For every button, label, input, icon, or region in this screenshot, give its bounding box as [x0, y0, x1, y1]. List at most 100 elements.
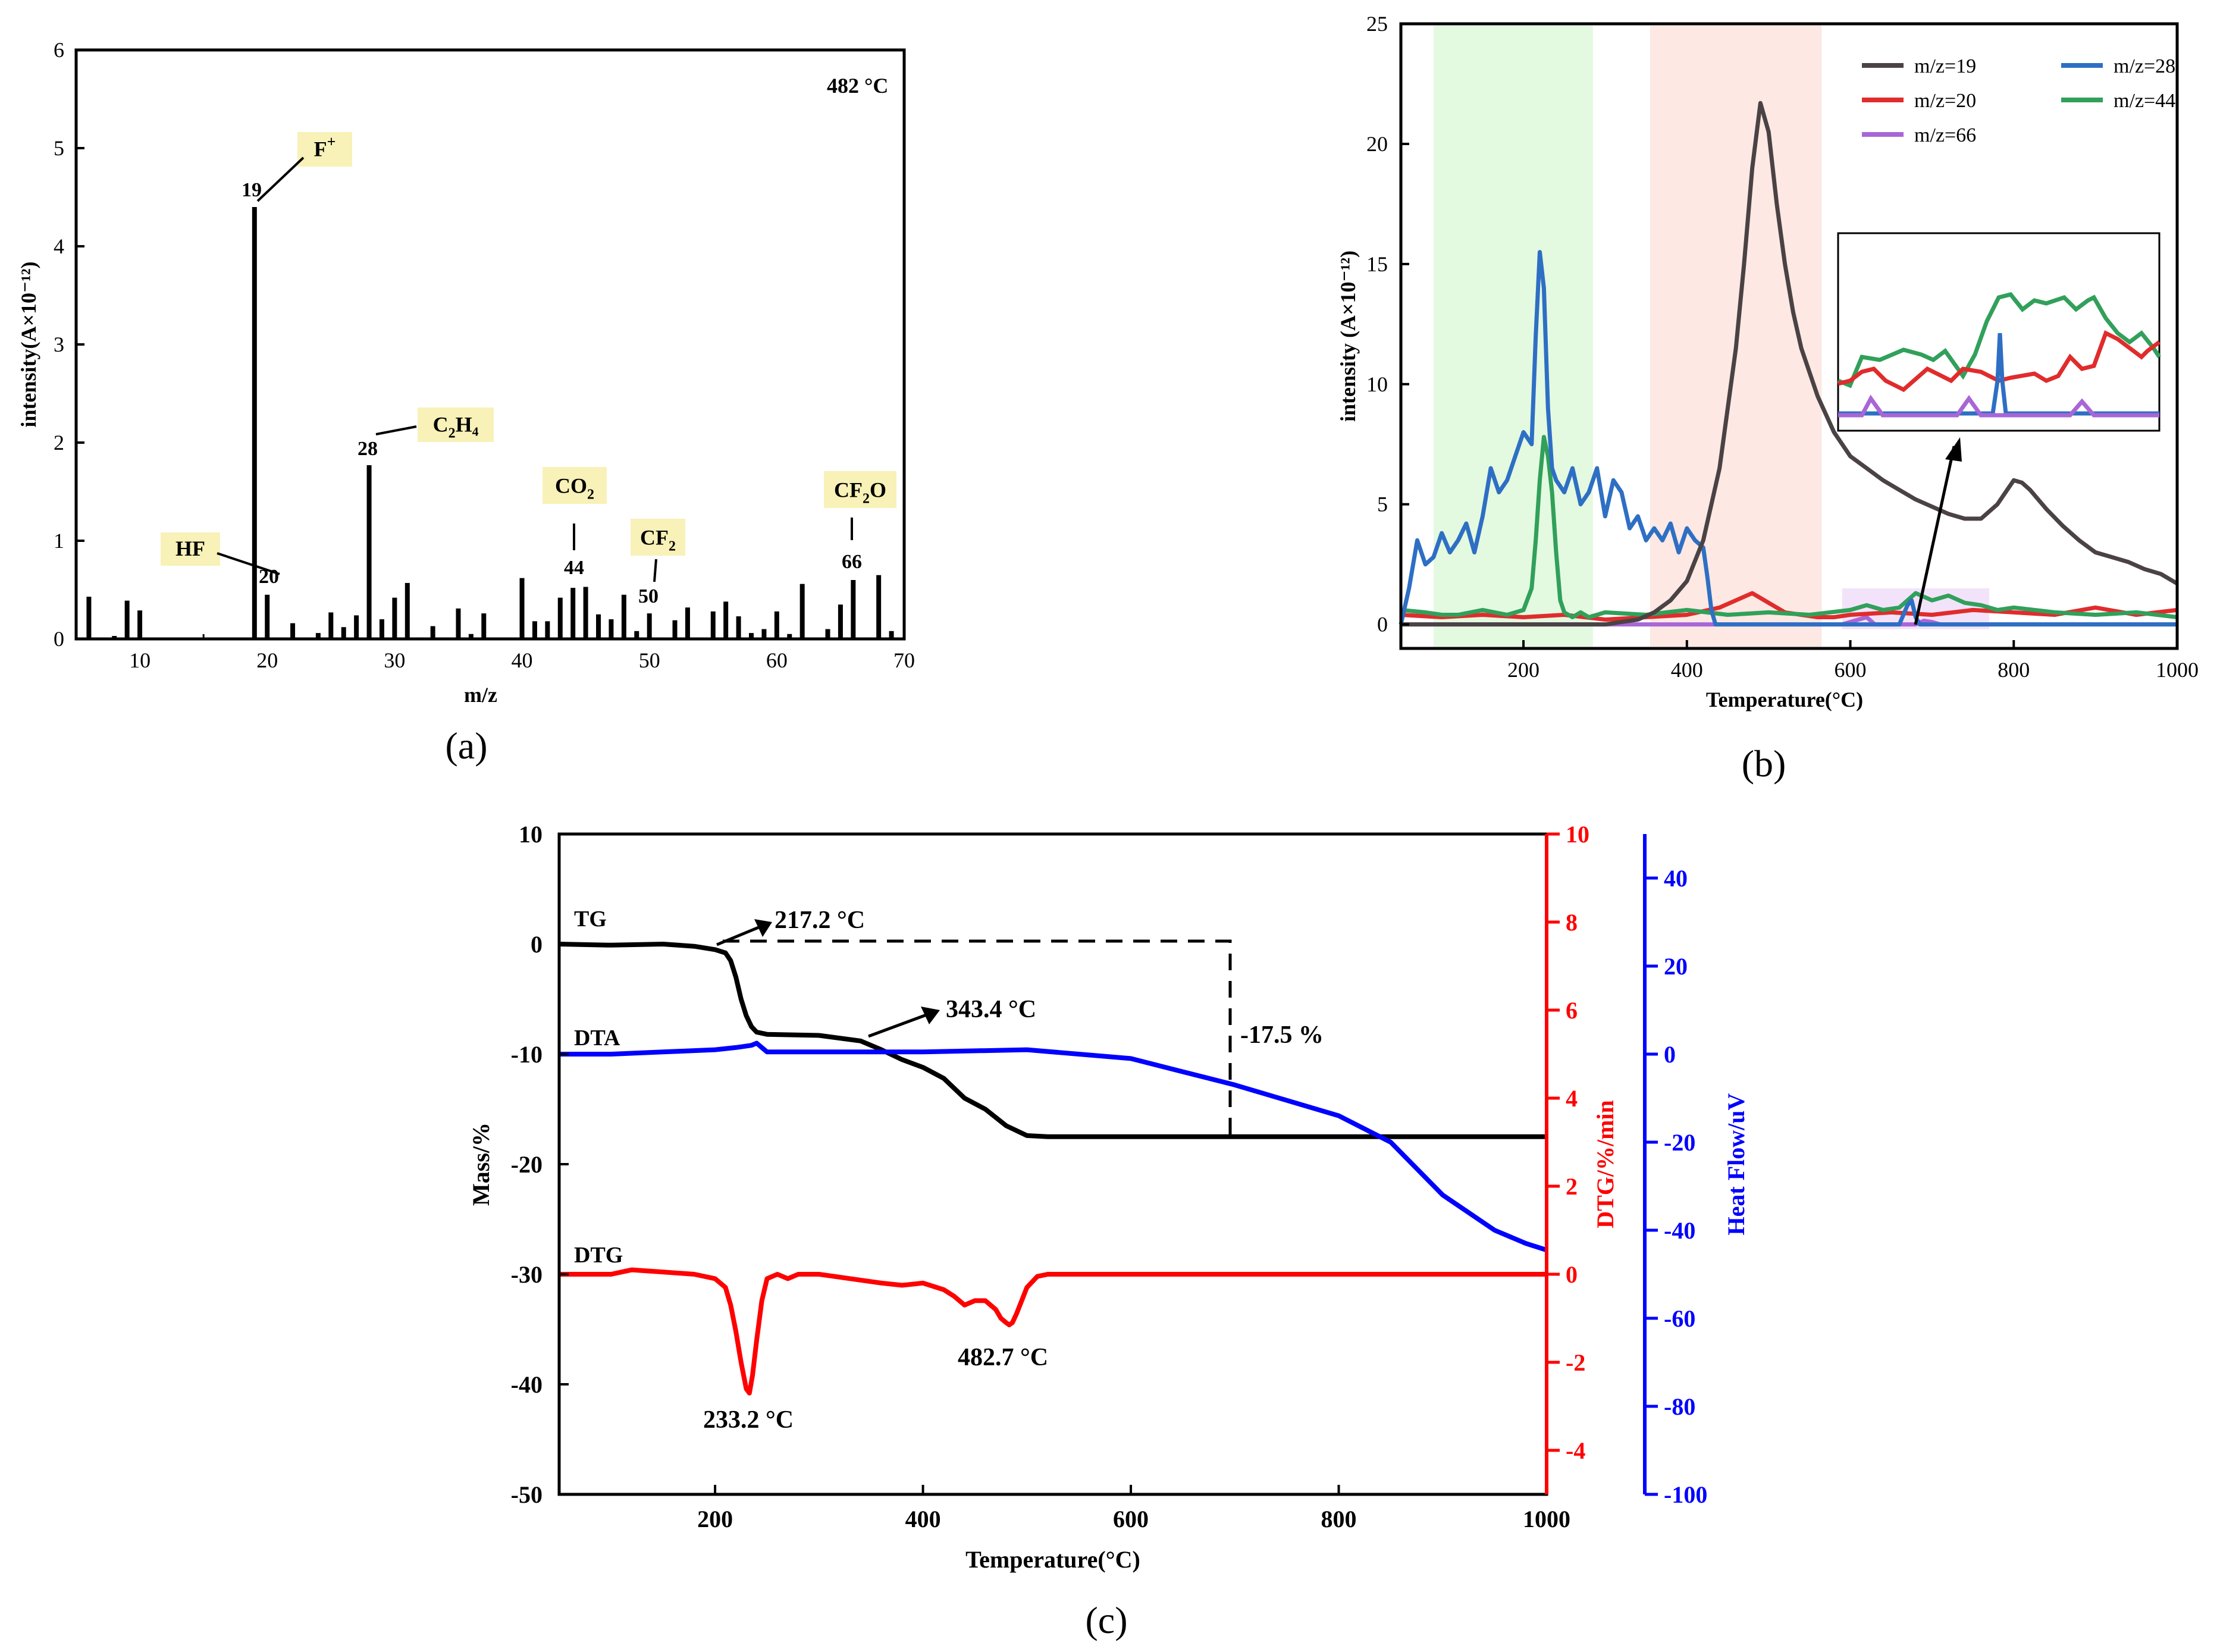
annotation-217-2: 217.2 °C — [775, 907, 865, 934]
bar-mz-35 — [456, 608, 461, 639]
bar-mz-43 — [557, 597, 563, 639]
line-dtg — [559, 1267, 1547, 1396]
bar-mz-29 — [379, 619, 384, 639]
panel-b-plot-frame — [1399, 22, 2179, 650]
panel-b-lines — [1399, 101, 2178, 627]
legend-label-m/z-66: m/z=66 — [1914, 124, 1976, 146]
bar-mz-60 — [774, 611, 779, 639]
c-mass-tick-label-0: 0 — [531, 931, 543, 958]
x-tick-label-30: 30 — [384, 648, 405, 672]
b-x-tick-label-400: 400 — [1671, 658, 1703, 682]
c-mass-tick-label--10: -10 — [511, 1041, 543, 1068]
panel-c-ticks: 200 400 600 800 1000-50-40-30-20-10010-4-202… — [511, 821, 1708, 1532]
c-dtg-tick-label-6: 6 — [1566, 997, 1578, 1024]
x-tick-label-40: 40 — [512, 648, 533, 672]
c-dtg-tick-label--4: -4 — [1566, 1437, 1585, 1464]
c-mass-tick-label--30: -30 — [511, 1261, 543, 1288]
bar-mz-45 — [583, 587, 588, 639]
inset-line-mz44 — [1837, 292, 2161, 388]
bar-mz-6 — [86, 597, 92, 639]
c-heatflow-tick-label-40: 40 — [1664, 865, 1688, 892]
b-y-tick-label-15: 15 — [1366, 252, 1388, 276]
c-heatflow-tick-label--60: -60 — [1664, 1305, 1695, 1332]
c-dtg-tick-label-8: 8 — [1566, 909, 1578, 936]
x-tick-label-20: 20 — [256, 648, 278, 672]
bar-mz-55 — [710, 611, 716, 639]
bar-mz-57 — [736, 616, 741, 639]
b-y-tick-label-5: 5 — [1377, 493, 1388, 516]
series-label-dta: DTA — [574, 1026, 620, 1051]
bar-mz-56 — [723, 601, 729, 639]
bar-mz-28 — [366, 465, 372, 639]
species-label-mz-50: CF2 — [640, 525, 676, 554]
panel-b-y-axis-label: intensity (A×10⁻¹²) — [1336, 250, 1360, 422]
panel-a-peak-labels: 19 F+ 20 HF 28 C2H₄ 44 CO2 50 CF2 66 CF2O — [161, 132, 896, 607]
species-box-mz-20 — [161, 532, 220, 566]
b-y-tick-label-20: 20 — [1366, 132, 1388, 156]
species-label-mz-66: CF2O — [834, 478, 886, 506]
annotation-343-4: 343.4 °C — [946, 996, 1036, 1023]
species-leader-mz-20 — [217, 552, 280, 575]
bar-mz-10 — [137, 610, 143, 639]
bar-mz-46 — [596, 614, 601, 639]
annotation-233-2: 233.2 °C — [703, 1406, 794, 1434]
b-y-tick-label-10: 10 — [1366, 372, 1388, 396]
tg-onset-arrowhead — [754, 919, 772, 937]
panel-b-x-axis-label: Temperature(°C) — [1706, 688, 1863, 711]
peak-number-mz-44: 44 — [564, 557, 584, 579]
panel-b-inset — [1837, 232, 2161, 432]
line-m/z-19 — [1401, 101, 2178, 627]
legend-label-m/z-20: m/z=20 — [1914, 90, 1976, 112]
bar-mz-50 — [647, 613, 652, 639]
c-dtg-tick-label-0: 0 — [1566, 1261, 1578, 1288]
panel-c-caption: (c) — [1085, 1599, 1127, 1641]
b-x-tick-label-600: 600 — [1835, 658, 1867, 682]
panel-c-mass-axis-label: Mass/% — [468, 1123, 494, 1206]
line-tg — [559, 942, 1547, 1139]
bar-mz-58 — [749, 633, 754, 639]
c-mass-tick-label--20: -20 — [511, 1151, 543, 1178]
bar-mz-47 — [609, 619, 614, 639]
tg-onset-arrow — [716, 924, 762, 946]
panel-a-y-axis-label: intensity(A×10⁻¹²) — [17, 261, 40, 427]
c-mass-tick-label-10: 10 — [519, 821, 543, 848]
bar-mz-48 — [621, 594, 626, 639]
tg-second-arrowhead — [921, 1007, 940, 1024]
c-mass-tick-label--50: -50 — [511, 1481, 543, 1508]
bar-mz-37 — [481, 613, 487, 639]
inset-line-mz20 — [1838, 330, 2161, 393]
species-box-mz-19 — [297, 132, 352, 167]
c-x-tick-label-400: 400 — [905, 1506, 941, 1532]
panel-c: 200 400 600 800 1000-50-40-30-20-10010-4-202… — [468, 821, 1749, 1641]
line-m/z-44 — [1400, 435, 2178, 619]
panel-c-lines — [559, 942, 1548, 1396]
bar-mz-64 — [825, 629, 830, 639]
b-x-tick-label-200: 200 — [1507, 658, 1539, 682]
species-box-mz-28 — [418, 407, 494, 442]
species-box-mz-50 — [631, 519, 685, 556]
bar-mz-61 — [787, 634, 792, 639]
panel-c-heatflow-axis-label: Heat Flow/uV — [1723, 1093, 1749, 1235]
c-dtg-tick-label-2: 2 — [1566, 1173, 1578, 1200]
c-x-tick-label-200: 200 — [697, 1506, 733, 1532]
highlight-band-0 — [1433, 26, 1593, 647]
c-mass-tick-label--40: -40 — [511, 1371, 543, 1398]
x-tick-label-10: 10 — [129, 648, 150, 672]
bar-mz-24 — [315, 633, 321, 639]
peak-number-mz-50: 50 — [638, 585, 659, 607]
species-label-mz-20: HF — [175, 537, 205, 560]
y-tick-label-3: 3 — [54, 333, 64, 356]
bar-mz-65 — [838, 604, 843, 639]
bar-mz-36 — [468, 634, 474, 639]
legend-label-m/z-44: m/z=44 — [2114, 90, 2175, 112]
species-leader-mz-19 — [256, 156, 305, 202]
b-y-tick-label-25: 25 — [1366, 12, 1388, 36]
tg-second-arrow — [868, 1012, 929, 1038]
c-x-tick-label-1000: 1000 — [1523, 1506, 1570, 1532]
annotation-mass-loss: -17.5 % — [1240, 1021, 1324, 1049]
bar-mz-69 — [889, 631, 894, 639]
mass-loss-bracket — [723, 939, 1232, 1136]
bar-mz-41 — [532, 621, 537, 639]
c-dtg-tick-label-10: 10 — [1566, 821, 1589, 848]
